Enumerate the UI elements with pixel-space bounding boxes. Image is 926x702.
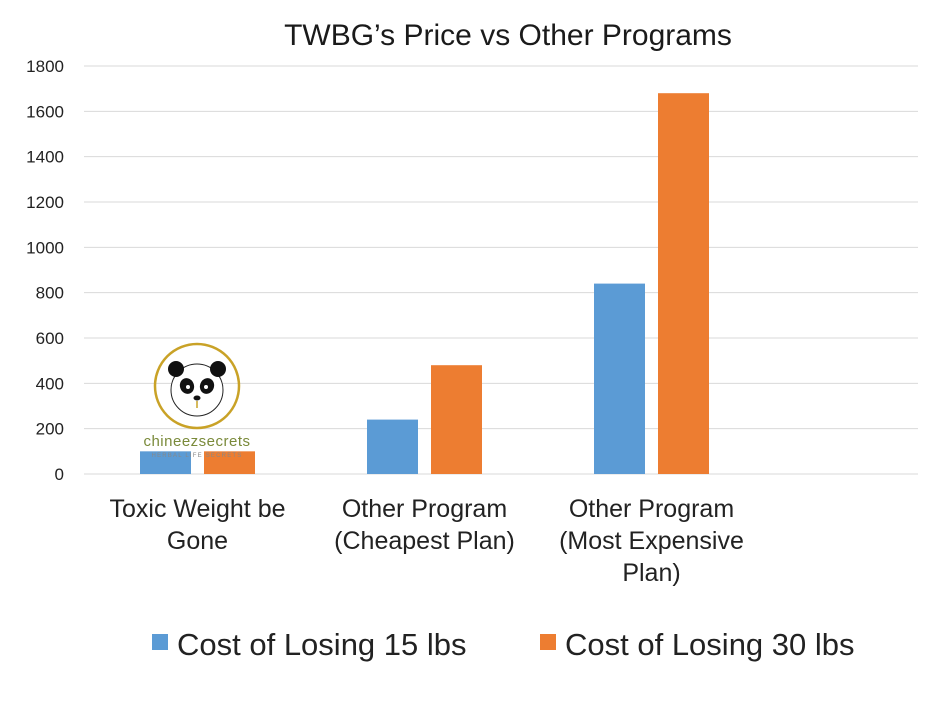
chineezsecrets-logo: chineezsecrets HERBAL LIFE SECRETS xyxy=(143,342,250,459)
x-category-label: Other Program xyxy=(342,495,507,523)
y-axis-ticks: 0 200 400 600 800 1000 1200 1400 1600 1800 xyxy=(26,57,64,484)
y-tick-label: 200 xyxy=(36,420,64,439)
y-tick-label: 800 xyxy=(36,284,64,303)
logo-brand-text: chineezsecrets xyxy=(143,433,250,450)
x-category-label: Toxic Weight be xyxy=(109,495,285,523)
y-tick-label: 1400 xyxy=(26,148,64,167)
legend-label: Cost of Losing 15 lbs xyxy=(177,627,467,662)
y-tick-label: 1800 xyxy=(26,57,64,76)
bar xyxy=(594,283,645,474)
y-tick-label: 0 xyxy=(55,465,64,484)
y-tick-label: 1200 xyxy=(26,193,64,212)
chart-title: TWBG’s Price vs Other Programs xyxy=(284,19,732,52)
bar xyxy=(658,93,709,474)
y-tick-label: 1000 xyxy=(26,238,64,257)
bars xyxy=(140,93,709,474)
x-axis-categories: Toxic Weight be Gone Other Program (Cheapes… xyxy=(109,495,743,587)
y-tick-label: 1600 xyxy=(26,102,64,121)
bar xyxy=(140,451,191,474)
x-category-label: Plan) xyxy=(622,559,680,587)
legend: Cost of Losing 15 lbs Cost of Losing 30 l… xyxy=(152,627,855,662)
x-category-label: Gone xyxy=(167,527,228,555)
legend-label: Cost of Losing 30 lbs xyxy=(565,627,855,662)
y-tick-label: 600 xyxy=(36,329,64,348)
legend-swatch xyxy=(540,634,556,650)
gridlines xyxy=(84,65,918,475)
logo-ring xyxy=(153,342,241,430)
bar xyxy=(367,419,418,474)
logo-tagline: HERBAL LIFE SECRETS xyxy=(152,453,243,459)
x-category-label: Other Program xyxy=(569,495,734,523)
bar xyxy=(431,365,482,474)
x-category-label: (Cheapest Plan) xyxy=(334,527,515,555)
legend-swatch xyxy=(152,634,168,650)
panda-icon xyxy=(168,361,226,417)
bar xyxy=(204,451,255,474)
x-category-label: (Most Expensive xyxy=(559,527,744,555)
y-tick-label: 400 xyxy=(36,374,64,393)
